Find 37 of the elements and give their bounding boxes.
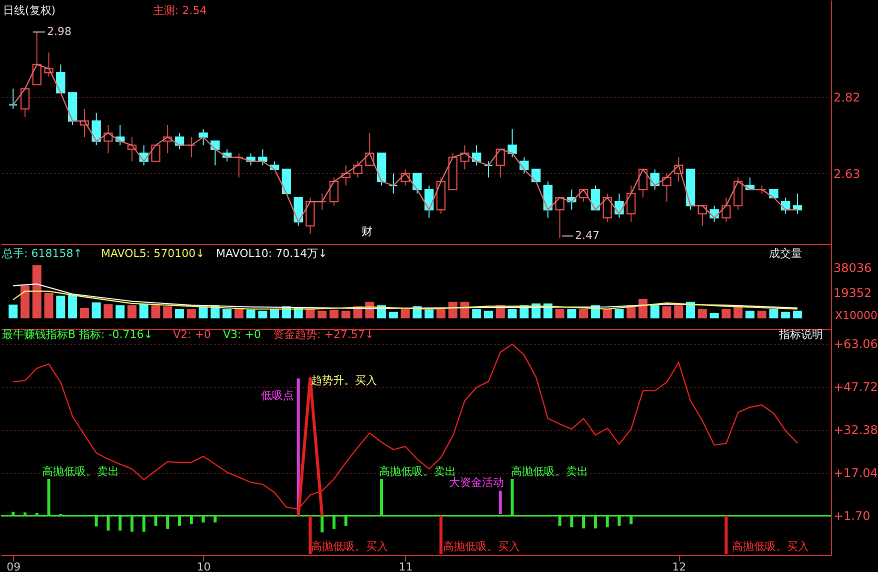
annotation: 高抛低吸。卖出 <box>511 465 588 478</box>
annotation: 指标说明 <box>778 328 823 341</box>
y-tick-label: +63.06 <box>834 337 878 352</box>
annotation: MAVOL5: 570100↓ <box>101 247 205 260</box>
y-tick-label: 2.63 <box>834 166 860 181</box>
annotation: 财 <box>362 225 372 238</box>
text: X10000 <box>835 309 878 322</box>
x-tick-label: 10 <box>196 560 211 574</box>
y-tick-label: 38036 <box>834 260 872 275</box>
x-tick-label: 12 <box>672 560 686 574</box>
annotation: 2.47 <box>575 229 600 242</box>
annotation: 高抛低吸。买入 <box>311 540 388 553</box>
annotation: 趋势升。买入 <box>311 374 377 387</box>
annotation: 大资金活动 <box>449 476 504 489</box>
y-tick-label: +17.04 <box>834 466 878 480</box>
annotation: V3: +0 <box>223 328 261 341</box>
annotation: 2.98 <box>47 25 72 38</box>
annotation: 最牛赚钱指标B 指标: -0.716↓ <box>2 328 153 341</box>
annotation: 高抛低吸。卖出 <box>42 465 119 478</box>
annotation: 主测: 2.54 <box>153 4 207 17</box>
annotation: 成交量 <box>769 247 802 260</box>
y-tick-label: +1.70 <box>834 509 870 524</box>
y-tick-label: 19352 <box>834 286 872 300</box>
annotation: MAVOL10: 70.14万↓ <box>216 247 328 260</box>
annotation: 资金趋势: +27.57↓ <box>273 328 374 341</box>
annotation: 总手: 618158↑ <box>1 247 82 260</box>
annotation: 日线(复权) <box>3 4 56 17</box>
y-tick-label: +47.72 <box>834 380 878 394</box>
x-tick-label: 11 <box>398 560 413 574</box>
annotation: 低吸点 <box>261 389 294 402</box>
annotation: 高抛低吸。买入 <box>443 540 520 553</box>
annotation: 高抛低吸。买入 <box>732 540 809 553</box>
y-tick-label: +32.38 <box>834 423 878 438</box>
annotation: 高抛低吸。卖出 <box>379 465 456 478</box>
y-tick-label: 2.82 <box>834 90 860 104</box>
x-tick-label: 09 <box>6 560 21 574</box>
annotation: V2: +0 <box>173 328 211 341</box>
